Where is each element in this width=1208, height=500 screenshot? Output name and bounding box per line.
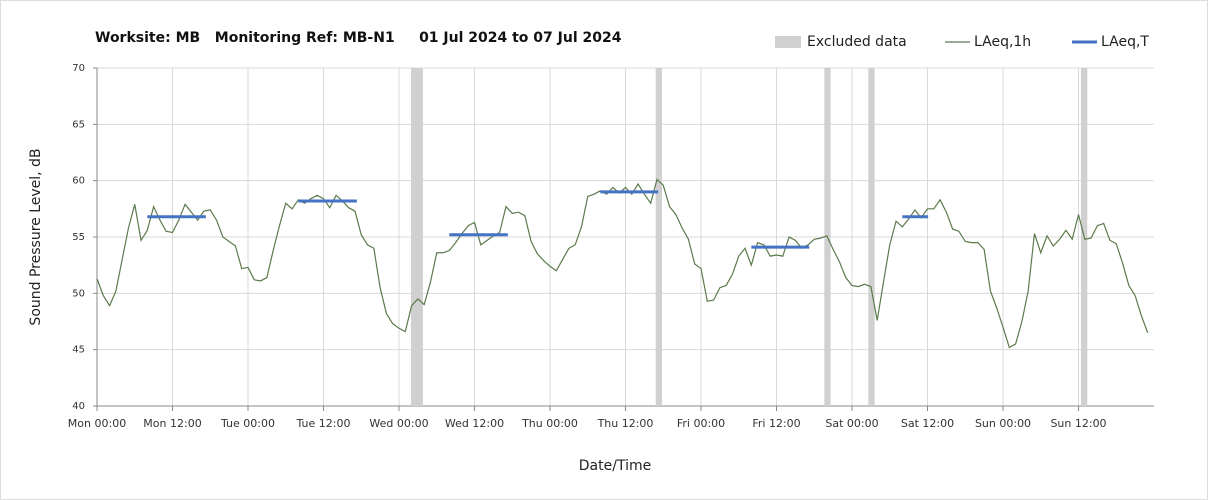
y-tick-label: 70 xyxy=(72,63,85,74)
x-tick-label: Wed 12:00 xyxy=(445,417,504,430)
excluded-band xyxy=(410,68,423,406)
x-tick-label: Thu 00:00 xyxy=(521,417,578,430)
y-tick-label: 50 xyxy=(72,288,85,299)
y-axis-label: Sound Pressure Level, dB xyxy=(28,148,44,325)
x-tick-label: Wed 00:00 xyxy=(369,417,428,430)
legend-label: Excluded data xyxy=(807,34,907,50)
chart-title: Worksite: MB Monitoring Ref: MB-N1 01 Ju… xyxy=(95,30,622,46)
x-axis-label: Date/Time xyxy=(579,458,651,474)
line xyxy=(96,178,1149,349)
x-tick-label: Tue 12:00 xyxy=(296,417,351,430)
legend-label: LAeq,1h xyxy=(974,34,1031,50)
y-tick-label: 65 xyxy=(72,119,85,130)
x-tick-label: Sun 00:00 xyxy=(975,417,1031,430)
x-tick-label: Mon 12:00 xyxy=(143,417,201,430)
x-tick-label: Mon 00:00 xyxy=(68,417,126,430)
x-tick-label: Sat 12:00 xyxy=(901,417,954,430)
x-tick-label: Thu 12:00 xyxy=(597,417,654,430)
y-tick-label: 55 xyxy=(72,232,85,243)
excluded-band xyxy=(655,68,662,406)
y-tick-label: 45 xyxy=(72,345,85,356)
legend-swatch xyxy=(775,36,801,48)
x-tick-label: Fri 12:00 xyxy=(752,417,800,430)
x-tick-label: Sat 00:00 xyxy=(825,417,878,430)
y-tick-label: 40 xyxy=(72,401,85,412)
x-tick-label: Tue 00:00 xyxy=(220,417,275,430)
excluded-band xyxy=(868,68,875,406)
legend-label: LAeq,T xyxy=(1101,34,1149,50)
y-tick-label: 60 xyxy=(72,176,85,187)
x-tick-label: Sun 12:00 xyxy=(1050,417,1106,430)
x-tick-label: Fri 00:00 xyxy=(677,417,725,430)
